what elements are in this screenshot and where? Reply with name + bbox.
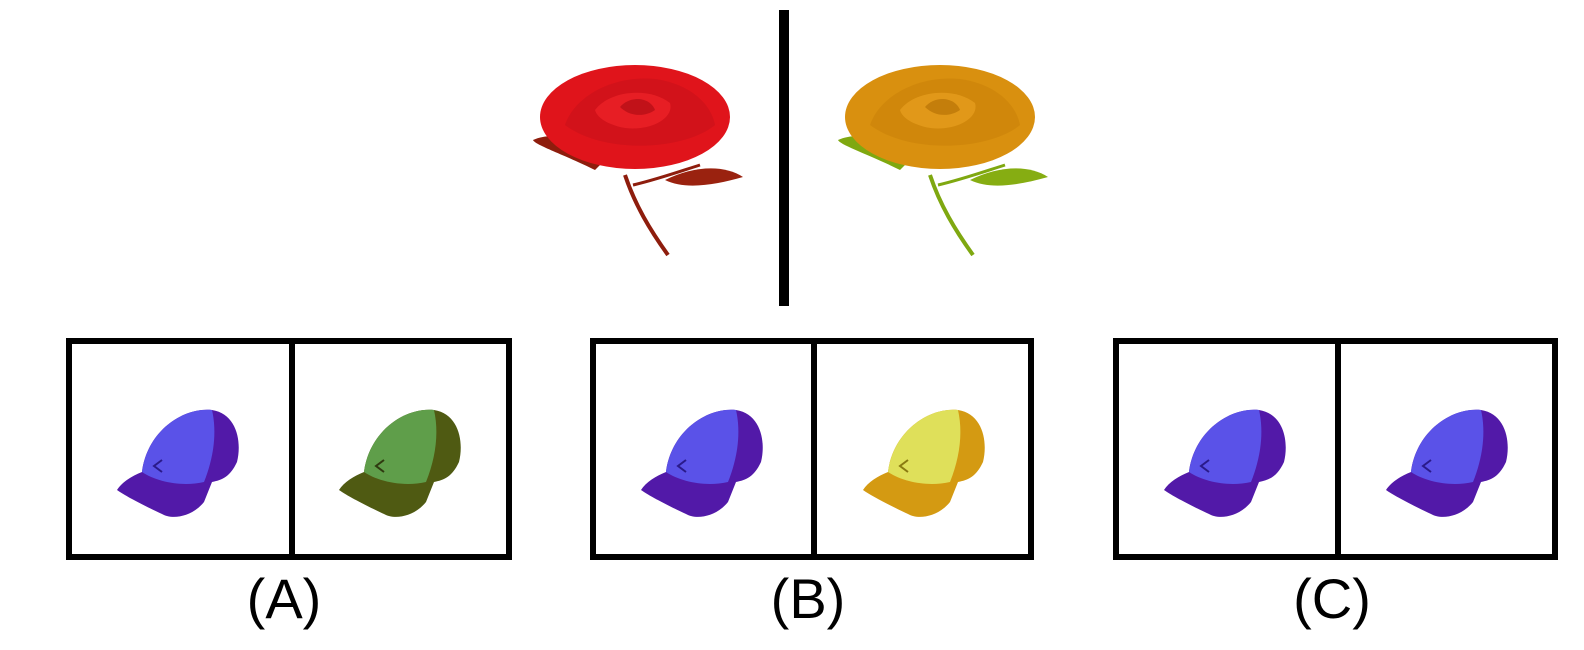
option-divider <box>1335 344 1341 554</box>
red-rose-image <box>525 55 755 265</box>
orange-rose-image <box>830 55 1060 265</box>
option-a-box[interactable] <box>66 338 512 560</box>
cap-icon <box>636 402 766 532</box>
rose-leaf <box>665 168 743 186</box>
option-a-label: (A) <box>246 567 322 630</box>
cap-icon <box>858 402 988 532</box>
option-divider <box>811 344 817 554</box>
option-divider <box>289 344 295 554</box>
option-b-box[interactable] <box>590 338 1034 560</box>
rose-stem <box>632 163 701 187</box>
rose-petal <box>925 99 960 115</box>
option-c-label: (C) <box>1293 567 1371 630</box>
cap-icon <box>112 402 242 532</box>
rose-stem <box>937 163 1006 187</box>
exemplar-divider <box>779 10 789 306</box>
rose-stem <box>623 174 670 257</box>
rose-stem <box>928 174 975 257</box>
rose-petal <box>620 99 655 115</box>
cap-icon <box>1159 402 1289 532</box>
rose-leaf <box>970 168 1048 186</box>
option-b-label: (B) <box>770 567 846 630</box>
cap-icon <box>334 402 464 532</box>
option-c-box[interactable] <box>1113 338 1558 560</box>
cap-icon <box>1381 402 1511 532</box>
